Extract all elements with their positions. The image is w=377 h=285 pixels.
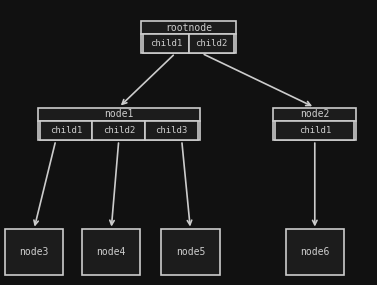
Text: rootnode: rootnode: [165, 23, 212, 32]
Bar: [161, 229, 219, 275]
Bar: [188, 34, 234, 54]
Text: child1: child1: [50, 126, 82, 135]
Bar: [275, 121, 354, 141]
Bar: [141, 21, 236, 54]
Text: node1: node1: [104, 109, 133, 119]
Bar: [5, 229, 63, 275]
Bar: [40, 121, 92, 141]
Bar: [92, 121, 145, 141]
Text: child3: child3: [155, 126, 188, 135]
Text: node5: node5: [176, 247, 205, 257]
Text: node6: node6: [300, 247, 329, 257]
Bar: [143, 34, 188, 54]
Text: node4: node4: [97, 247, 126, 257]
Text: child1: child1: [150, 39, 182, 48]
Text: child2: child2: [195, 39, 227, 48]
Text: node2: node2: [300, 109, 329, 119]
Bar: [273, 108, 356, 141]
Text: node3: node3: [19, 247, 49, 257]
Bar: [38, 108, 200, 141]
Text: child2: child2: [103, 126, 135, 135]
Text: child1: child1: [299, 126, 331, 135]
Bar: [82, 229, 140, 275]
Bar: [145, 121, 198, 141]
Bar: [286, 229, 344, 275]
